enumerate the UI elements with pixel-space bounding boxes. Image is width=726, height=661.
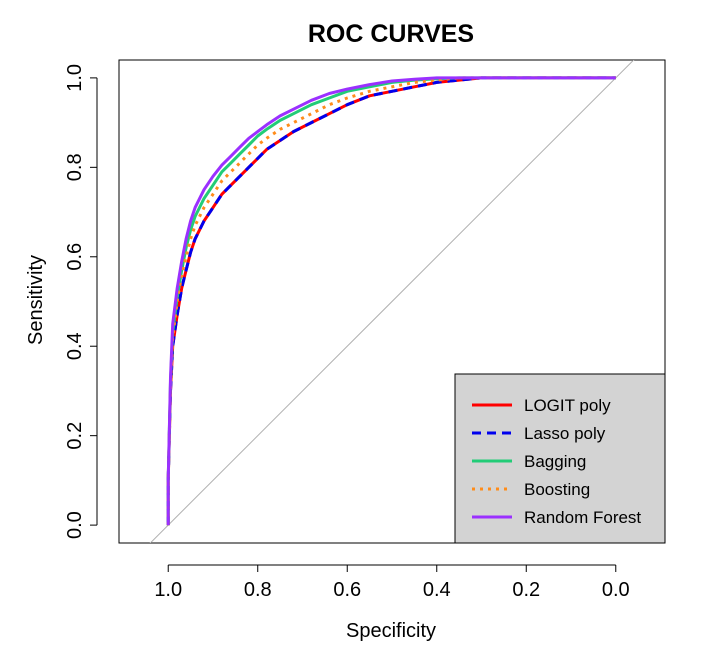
y-tick-label: 0.6 [64,243,86,271]
y-tick-label: 0.0 [64,511,86,539]
y-axis-label: Sensitivity [25,255,47,345]
legend: LOGIT poly Lasso poly Bagging Boosting Rando… [454,373,666,544]
legend-box [454,373,666,544]
x-tick-label: 0.2 [512,579,540,601]
y-axis: 0.0 0.2 0.4 0.6 0.8 1.0 [64,64,98,539]
legend-label: Lasso poly [524,424,606,443]
legend-label: Bagging [524,452,586,471]
y-tick-label: 1.0 [64,64,86,92]
y-tick-label: 0.2 [64,422,86,450]
plot-area [118,59,666,544]
x-tick-label: 0.0 [602,579,630,601]
x-tick-label: 0.6 [333,579,361,601]
chart-title: ROC CURVES [308,20,474,48]
series-line-random-forest [166,76,616,526]
x-axis: 1.0 0.8 0.6 0.4 0.2 0.0 [154,564,630,601]
legend-label: LOGIT poly [524,396,611,415]
legend-label: Random Forest [524,508,641,527]
x-tick-label: 0.4 [423,579,451,601]
x-tick-label: 0.8 [244,579,272,601]
series-layer [166,76,616,526]
x-tick-label: 1.0 [154,579,182,601]
reference-diagonal [149,60,635,543]
series-line-boosting [166,76,616,526]
series-line-lasso-poly [166,76,616,526]
legend-label: Boosting [524,480,590,499]
y-tick-label: 0.8 [64,153,86,181]
x-axis-label: Specificity [346,620,436,642]
y-tick-label: 0.4 [64,332,86,360]
